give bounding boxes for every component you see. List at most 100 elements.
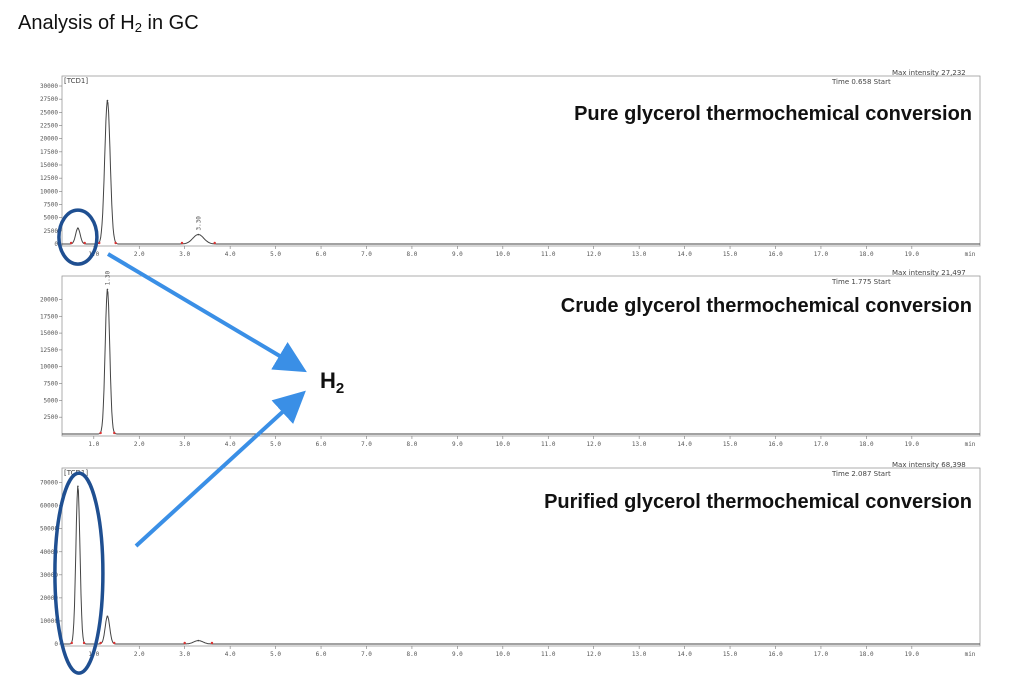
y-tick-label: 30000 [40,83,58,90]
integration-mark [180,241,184,245]
integration-mark [69,241,73,245]
x-tick-label: 8.0 [407,651,418,658]
integration-mark [82,641,86,645]
peak-apex [106,288,109,291]
y-tick-label: 10000 [40,364,58,371]
max-intensity-readout: Max intensity 27,232 [892,69,966,77]
arrow-from-purified-peak [134,390,306,548]
x-tick-label: 15.0 [723,441,738,448]
x-tick-label: 11.0 [541,651,556,658]
integration-mark [113,431,116,435]
h2-label-sub: 2 [336,380,344,397]
x-unit-label: min [965,441,976,448]
integration-mark [183,641,186,645]
integration-mark [210,641,214,645]
time-readout: Time 0.658 Start [831,78,891,86]
channel-label: [TCD1] [64,77,88,85]
x-tick-label: 2.0 [134,441,145,448]
h2-label: H2 [320,368,344,397]
integration-mark [113,641,116,645]
x-tick-label: 19.0 [905,651,920,658]
y-tick-label: 20000 [40,595,58,602]
integration-mark [213,241,216,245]
x-tick-label: 13.0 [632,441,647,448]
x-unit-label: min [965,651,976,658]
x-tick-label: 14.0 [677,251,692,258]
x-tick-label: 17.0 [814,251,829,258]
y-tick-label: 20000 [40,136,58,143]
arrow-from-pure-peak [106,252,307,373]
chromatogram-trace [62,289,980,435]
peak-rt-label: 3.30 [195,216,202,231]
x-tick-label: 15.0 [723,251,738,258]
x-tick-label: 6.0 [316,441,327,448]
x-unit-label: min [965,251,976,258]
x-tick-label: 4.0 [225,651,236,658]
peak-apex [106,99,109,102]
x-tick-label: 6.0 [316,251,327,258]
x-tick-label: 16.0 [768,651,783,658]
x-tick-label: 1.0 [88,441,99,448]
peak-apex [197,233,200,236]
panel-title: Crude glycerol thermochemical conversion [561,295,972,317]
x-tick-label: 18.0 [859,251,874,258]
x-tick-label: 5.0 [270,651,281,658]
x-tick-label: 9.0 [452,251,463,258]
x-tick-label: 19.0 [905,251,920,258]
peak-apex [77,485,79,488]
peak-apex [197,639,200,642]
integration-mark [70,641,73,645]
x-tick-label: 11.0 [541,441,556,448]
x-tick-label: 14.0 [677,651,692,658]
panel-title: Pure glycerol thermochemical conversion [574,103,972,125]
x-tick-label: 5.0 [270,441,281,448]
integration-mark [98,241,101,245]
h2-peak-highlight-pure [57,208,99,266]
x-tick-label: 4.0 [225,251,236,258]
integration-mark [99,641,102,645]
y-tick-label: 15000 [40,162,58,169]
x-tick-label: 14.0 [677,441,692,448]
x-tick-label: 5.0 [270,251,281,258]
y-tick-label: 0 [54,241,58,248]
x-tick-label: 3.0 [179,441,190,448]
chromatogram-trace [62,486,980,645]
x-tick-label: 3.0 [179,651,190,658]
time-readout: Time 2.087 Start [831,470,891,478]
y-tick-label: 40000 [40,549,58,556]
y-tick-label: 10000 [40,188,58,195]
y-tick-label: 27500 [40,96,58,103]
y-tick-label: 10000 [40,618,58,625]
x-tick-label: 17.0 [814,441,829,448]
y-tick-label: 12500 [40,175,58,182]
x-tick-label: 10.0 [496,651,511,658]
x-tick-label: 6.0 [316,651,327,658]
x-tick-label: 12.0 [586,251,601,258]
y-tick-label: 30000 [40,572,58,579]
integration-mark [83,241,86,245]
x-tick-label: 18.0 [859,441,874,448]
x-tick-label: 17.0 [814,651,829,658]
plot-frame [61,467,981,647]
y-tick-label: 2500 [44,228,59,235]
x-tick-label: 13.0 [632,251,647,258]
time-readout: Time 1.775 Start [831,278,891,286]
y-tick-label: 0 [54,641,58,648]
y-tick-label: 12500 [40,347,58,354]
page-title-subscript: 2 [134,20,142,35]
x-tick-label: 7.0 [361,251,372,258]
x-tick-label: 4.0 [225,441,236,448]
y-tick-label: 50000 [40,526,58,533]
x-tick-label: 19.0 [905,441,920,448]
peak-rt-label: 1.30 [104,271,111,286]
x-tick-label: 13.0 [632,651,647,658]
integration-mark [99,431,102,435]
y-tick-label: 5000 [44,397,59,404]
x-tick-label: 2.0 [134,651,145,658]
y-tick-label: 2500 [44,414,59,421]
x-tick-label: 16.0 [768,441,783,448]
x-tick-label: 8.0 [407,251,418,258]
max-intensity-readout: Max intensity 21,497 [892,269,966,277]
